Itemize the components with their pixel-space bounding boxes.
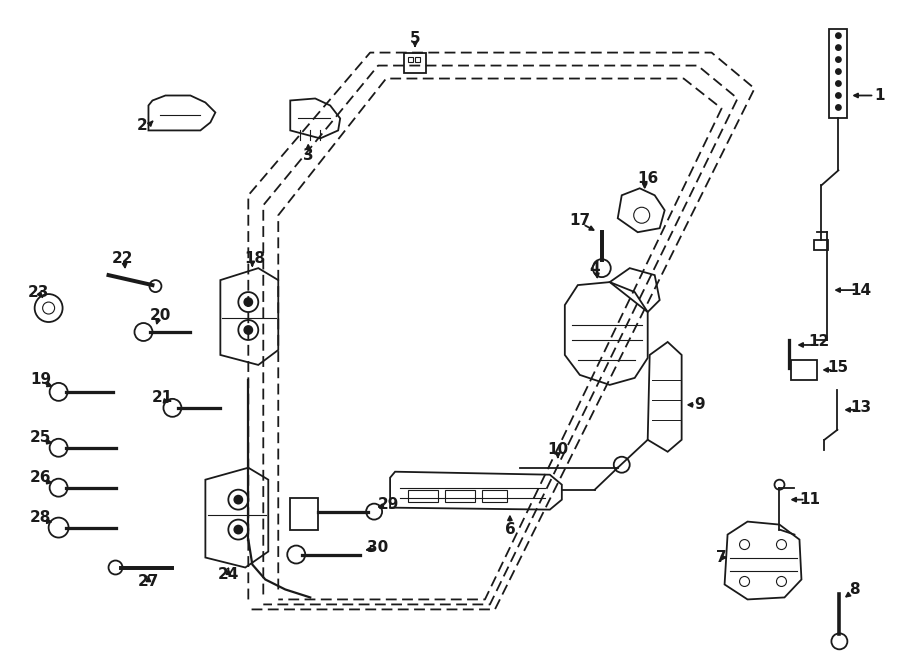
Text: 19: 19: [30, 372, 51, 387]
Circle shape: [234, 525, 242, 533]
Text: 3: 3: [303, 148, 313, 163]
Bar: [404, 53, 426, 73]
Text: 15: 15: [827, 360, 848, 375]
Bar: [408, 57, 413, 61]
Text: 18: 18: [245, 251, 266, 266]
Text: 13: 13: [850, 401, 872, 415]
Bar: [445, 490, 475, 502]
Text: 1: 1: [874, 88, 885, 103]
Text: 27: 27: [138, 574, 159, 589]
Bar: [408, 490, 438, 502]
Text: 22: 22: [112, 251, 133, 266]
Text: 5: 5: [410, 31, 420, 46]
Circle shape: [836, 105, 841, 110]
Circle shape: [836, 45, 841, 50]
Text: 7: 7: [716, 550, 727, 565]
Text: 23: 23: [28, 285, 50, 299]
Bar: [415, 57, 420, 61]
Text: 21: 21: [152, 391, 173, 405]
Text: 11: 11: [799, 492, 820, 507]
Bar: [830, 28, 848, 118]
Bar: [814, 240, 828, 250]
Bar: [482, 490, 507, 502]
Text: 17: 17: [569, 213, 590, 228]
Text: 10: 10: [547, 442, 569, 457]
Circle shape: [244, 298, 252, 306]
Circle shape: [836, 57, 841, 62]
Text: 28: 28: [30, 510, 51, 525]
Text: 4: 4: [590, 260, 600, 276]
Text: 24: 24: [218, 567, 239, 582]
Text: 6: 6: [505, 522, 516, 537]
Text: 20: 20: [149, 307, 171, 323]
Circle shape: [836, 33, 841, 38]
Text: 12: 12: [809, 334, 830, 350]
Text: 30: 30: [367, 540, 389, 555]
Text: 14: 14: [850, 283, 872, 297]
Circle shape: [836, 93, 841, 98]
Text: 9: 9: [694, 397, 705, 412]
Text: 26: 26: [30, 470, 51, 485]
Text: 29: 29: [377, 497, 399, 512]
Text: 25: 25: [30, 430, 51, 446]
Text: 2: 2: [137, 118, 148, 133]
Circle shape: [244, 326, 252, 334]
Circle shape: [836, 81, 841, 86]
Circle shape: [234, 496, 242, 504]
Text: 16: 16: [637, 171, 658, 186]
Bar: [290, 498, 319, 529]
Text: 8: 8: [849, 582, 859, 597]
Circle shape: [836, 69, 841, 74]
